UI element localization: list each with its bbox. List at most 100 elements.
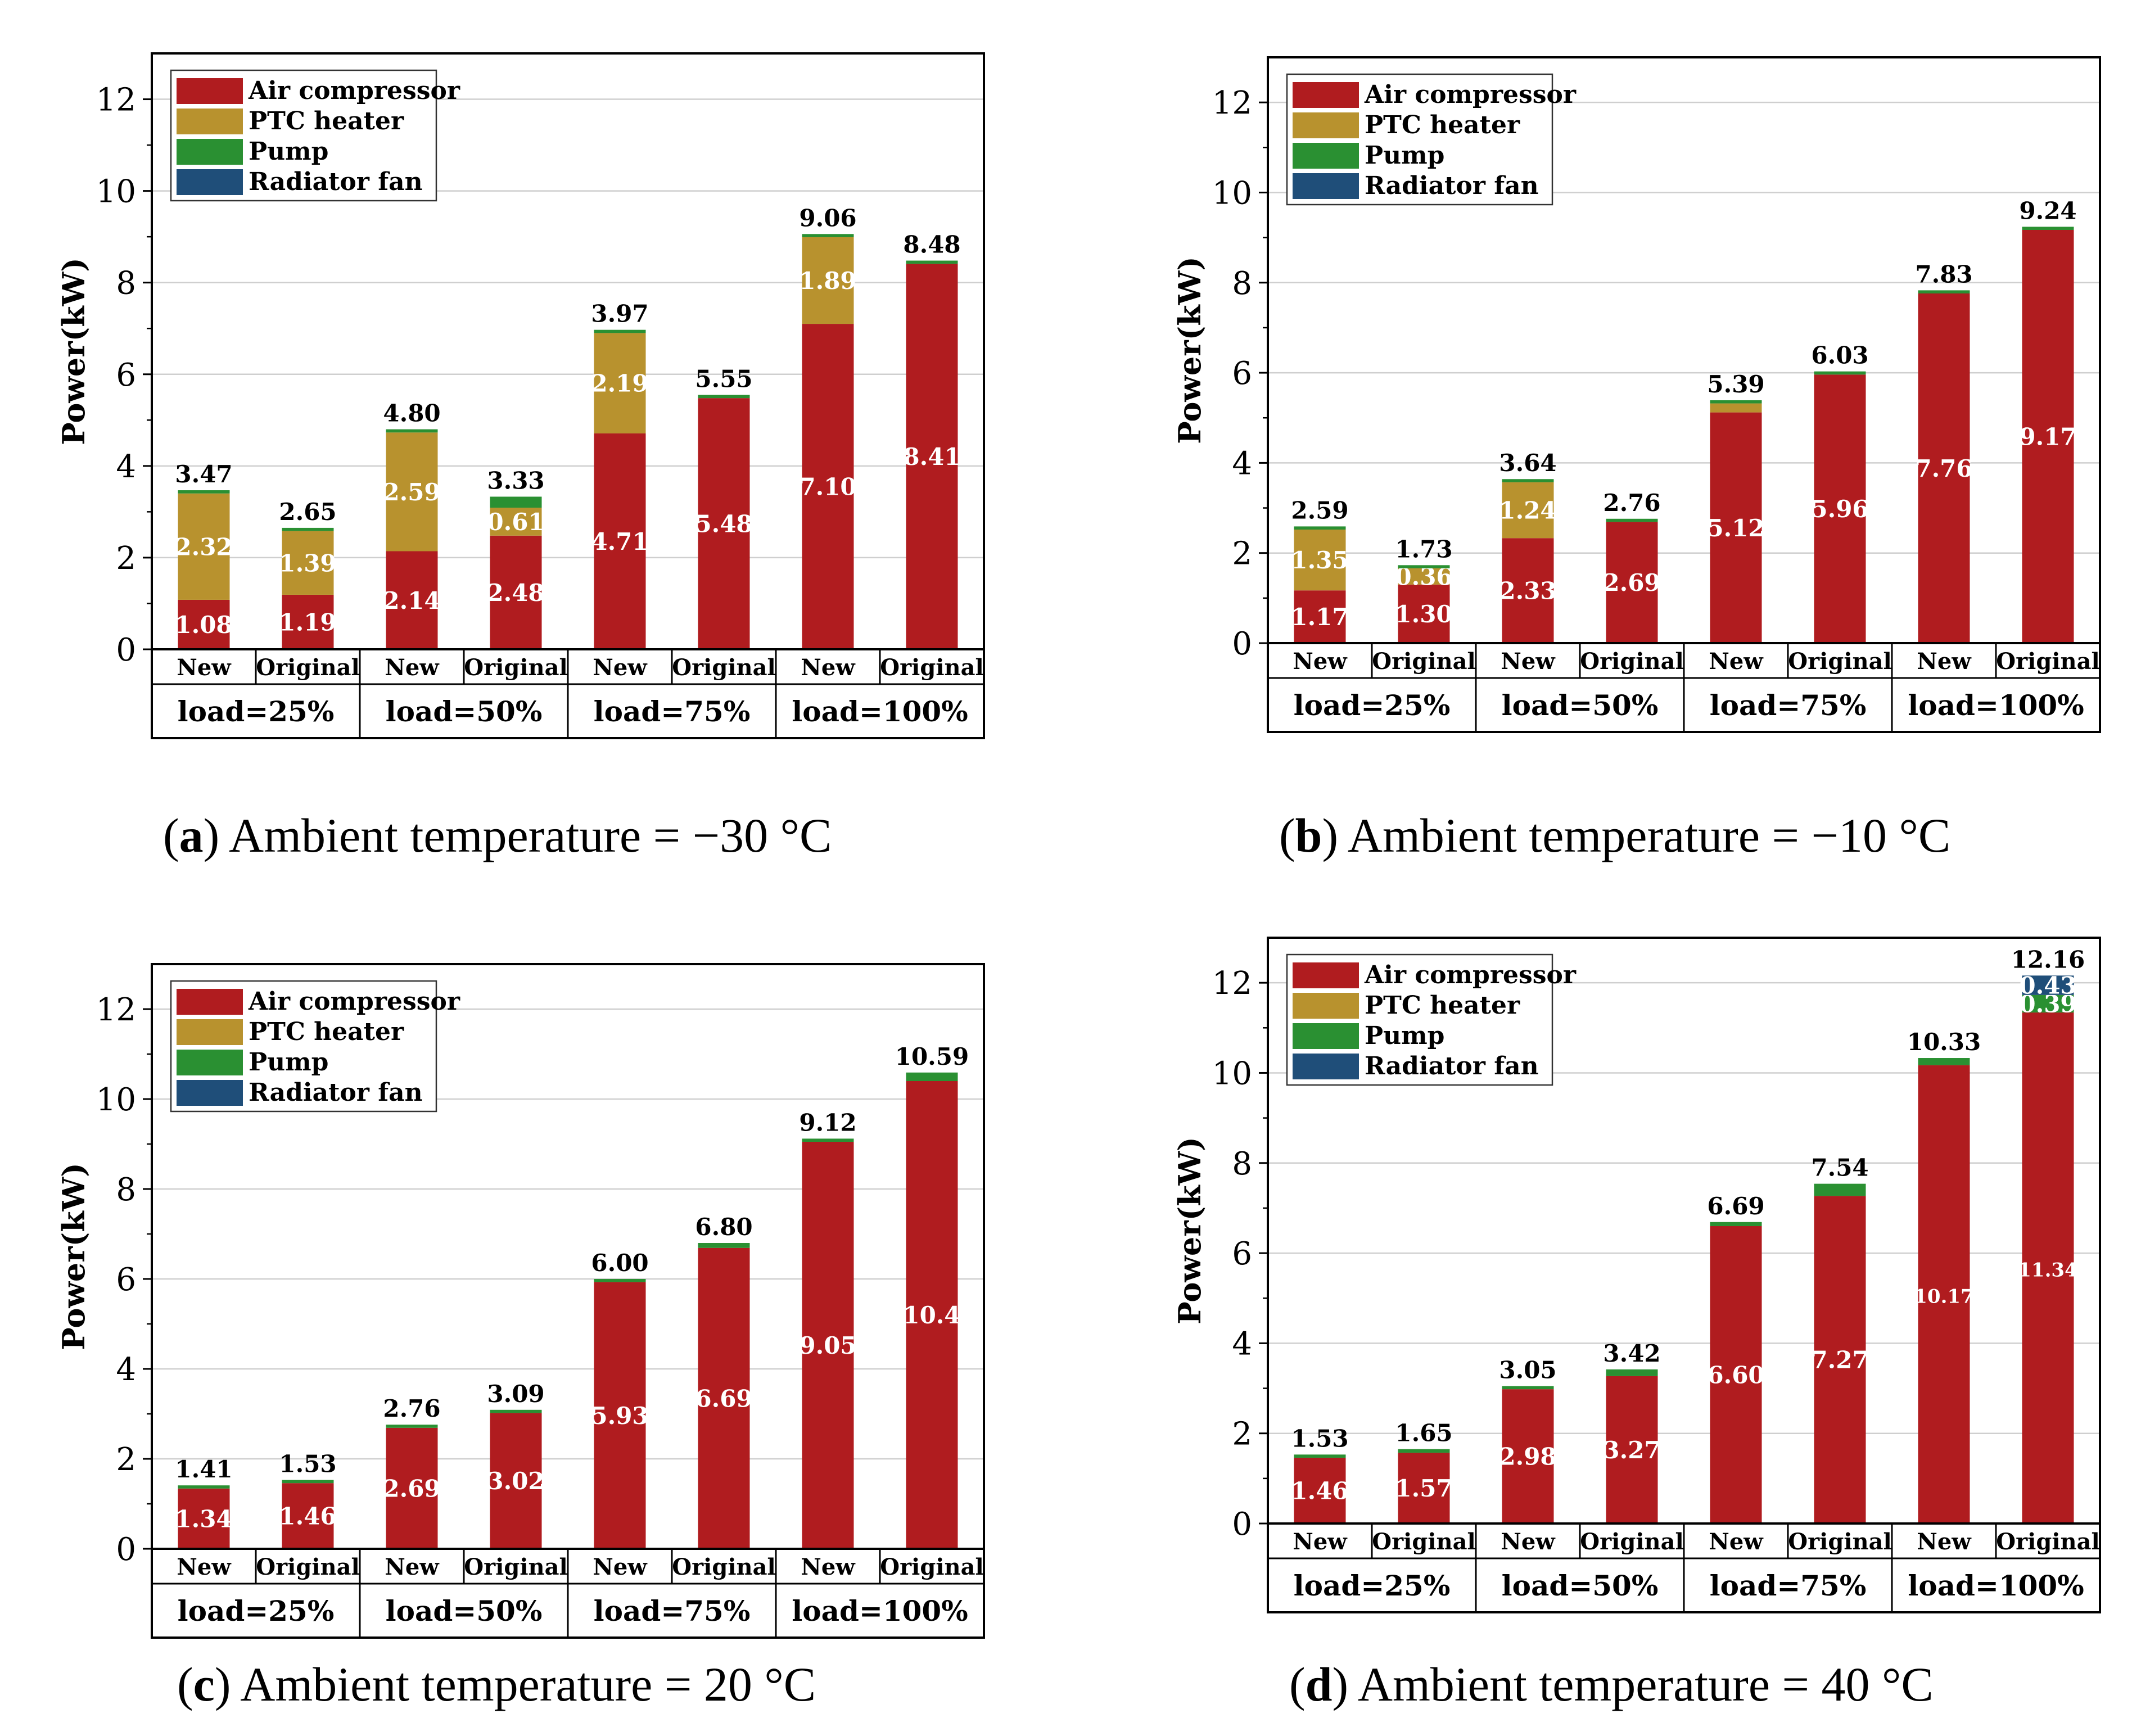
- group-label: load=100%: [1908, 689, 2084, 722]
- bar-segment-air-compressor: [386, 1427, 438, 1549]
- segment-value-label: 1.08: [175, 611, 232, 639]
- segment-value-label: 1.19: [279, 608, 336, 636]
- bar-segment-ptc-heater: [1710, 403, 1762, 413]
- legend-swatch: [1293, 993, 1359, 1019]
- legend-label: PTC heater: [249, 1018, 404, 1046]
- bar-segment-ptc-heater: [594, 333, 646, 433]
- legend-swatch: [177, 1019, 243, 1045]
- y-axis-label: Power(kW): [56, 1163, 92, 1350]
- y-tick-label: 10: [1212, 175, 1252, 211]
- caption-text: Ambient temperature = 20 °C: [240, 1657, 816, 1711]
- bar-segment-air-compressor: [490, 1413, 542, 1549]
- bar-segment-pump: [906, 1072, 958, 1081]
- group-label: load=50%: [1502, 1569, 1659, 1602]
- total-value-label: 3.64: [1499, 449, 1556, 477]
- category-label: New: [385, 654, 440, 681]
- category-label: New: [1917, 1529, 1972, 1555]
- bar-segment-air-compressor: [178, 1488, 230, 1549]
- category-label: Original: [1996, 1529, 2099, 1555]
- legend-swatch: [177, 1050, 243, 1075]
- bar-segment-radiator-fan: [2022, 975, 2074, 995]
- category-label: Original: [1788, 648, 1891, 675]
- segment-value-label: 1.46: [1291, 1477, 1348, 1504]
- legend-label: PTC heater: [1365, 111, 1520, 139]
- y-tick-label: 0: [1232, 626, 1252, 662]
- y-tick-label: 10: [1212, 1055, 1252, 1092]
- total-value-label: 1.65: [1395, 1419, 1452, 1447]
- bar-segment-air-compressor: [1710, 412, 1762, 643]
- bar-segment-ptc-heater: [490, 508, 542, 536]
- bar-segment-ptc-heater: [1294, 530, 1346, 591]
- group-label: load=75%: [1710, 689, 1867, 722]
- bar-segment-pump: [1710, 400, 1762, 404]
- bar-segment-pump: [906, 260, 958, 264]
- group-label: load=50%: [1502, 689, 1659, 722]
- segment-value-label: 5.93: [591, 1402, 648, 1430]
- panel-letter: a: [179, 808, 204, 862]
- segment-value-label: 0.61: [487, 508, 544, 536]
- category-label: New: [801, 654, 856, 681]
- category-label: Original: [1580, 1529, 1683, 1555]
- panel-letter: d: [1306, 1657, 1333, 1711]
- bar-segment-pump: [594, 1279, 646, 1282]
- caption-paren: ): [215, 1657, 240, 1711]
- panel-caption: (b) Ambient temperature = −10 °C: [1279, 808, 1950, 862]
- bar-segment-ptc-heater: [282, 531, 334, 595]
- segment-value-label: 3.02: [487, 1467, 544, 1495]
- category-label: Original: [672, 1554, 775, 1580]
- segment-value-label: 1.24: [1499, 497, 1556, 525]
- legend-swatch: [1293, 143, 1359, 169]
- caption-paren: (: [1279, 808, 1295, 862]
- bar-segment-pump: [2022, 994, 2074, 1013]
- bar-segment-air-compressor: [1502, 538, 1554, 643]
- total-value-label: 1.53: [1291, 1425, 1348, 1452]
- category-label: Original: [256, 654, 359, 681]
- bar-segment-air-compressor: [698, 1247, 750, 1549]
- bar-segment-air-compressor: [2022, 229, 2074, 643]
- legend-label: Air compressor: [248, 987, 460, 1016]
- segment-value-label: 2.33: [1499, 577, 1556, 605]
- legend-swatch: [1293, 173, 1359, 199]
- category-label: Original: [1996, 648, 2099, 675]
- y-tick-label: 12: [96, 82, 136, 119]
- total-value-label: 1.53: [279, 1450, 336, 1478]
- legend-label: Radiator fan: [1365, 171, 1539, 200]
- bar-segment-air-compressor: [1918, 293, 1970, 643]
- legend-swatch: [177, 78, 243, 104]
- group-label: load=100%: [1908, 1569, 2084, 1602]
- category-label: Original: [464, 1554, 567, 1580]
- bar-segment-ptc-heater: [1398, 568, 1450, 585]
- bar-segment-pump: [1294, 526, 1346, 530]
- legend-swatch: [1293, 1023, 1359, 1049]
- group-label: load=50%: [386, 1594, 543, 1628]
- group-label: load=25%: [178, 695, 335, 728]
- total-value-label: 3.33: [487, 467, 544, 494]
- segment-value-label: 6.60: [1707, 1361, 1764, 1389]
- caption-text: Ambient temperature = 40 °C: [1358, 1657, 1934, 1711]
- caption-paren: ): [1322, 808, 1347, 862]
- bar-segment-air-compressor: [1814, 374, 1866, 643]
- y-tick-label: 6: [116, 357, 136, 394]
- total-value-label: 3.09: [487, 1380, 544, 1408]
- y-tick-label: 12: [96, 992, 136, 1028]
- category-label: New: [1709, 1529, 1764, 1555]
- bar-segment-pump: [1606, 1369, 1658, 1376]
- caption-paren: ): [1332, 1657, 1357, 1711]
- legend-swatch: [1293, 82, 1359, 108]
- bar-segment-air-compressor: [594, 433, 646, 649]
- legend-label: Pump: [1365, 1021, 1444, 1050]
- total-value-label: 3.05: [1499, 1357, 1556, 1384]
- total-value-label: 6.69: [1707, 1192, 1764, 1220]
- y-tick-label: 2: [116, 540, 136, 577]
- y-tick-label: 0: [116, 632, 136, 668]
- y-axis-label: Power(kW): [1172, 1137, 1208, 1324]
- bar-segment-pump: [1502, 479, 1554, 482]
- segment-value-label: 3.27: [1603, 1436, 1660, 1464]
- category-label: Original: [880, 1554, 983, 1580]
- y-tick-label: 2: [1232, 1416, 1252, 1453]
- legend-label: Pump: [1365, 141, 1444, 170]
- segment-value-label: 7.27: [1811, 1346, 1868, 1374]
- y-axis-label: Power(kW): [56, 257, 92, 445]
